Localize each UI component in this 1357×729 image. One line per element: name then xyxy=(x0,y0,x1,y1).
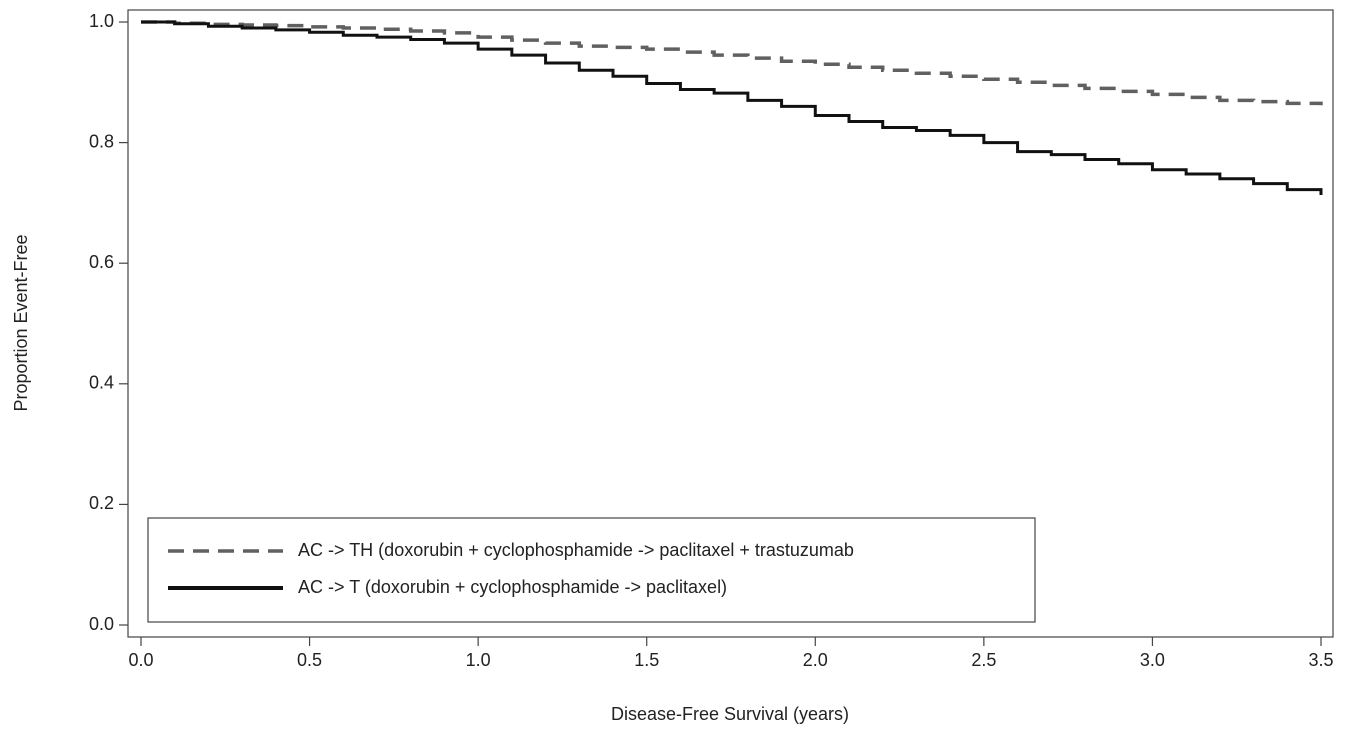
survival-curve xyxy=(141,20,1323,106)
x-tick-label: 1.0 xyxy=(466,650,491,670)
x-tick-label: 3.0 xyxy=(1140,650,1165,670)
legend-box xyxy=(147,517,1036,623)
y-tick-label: 1.0 xyxy=(89,11,114,31)
y-tick-label: 0.8 xyxy=(89,131,114,151)
y-axis-label: Proportion Event-Free xyxy=(11,234,31,411)
x-tick-label: 1.5 xyxy=(634,650,659,670)
y-tick-label: 0.0 xyxy=(89,614,114,634)
legend-label: AC -> TH (doxorubin + cyclophosphamide -… xyxy=(298,540,854,560)
survival-curve xyxy=(141,20,1323,196)
x-tick-label: 3.5 xyxy=(1308,650,1333,670)
x-tick-label: 0.5 xyxy=(297,650,322,670)
x-tick-label: 2.5 xyxy=(971,650,996,670)
y-tick-label: 0.2 xyxy=(89,493,114,513)
x-tick-label: 2.0 xyxy=(803,650,828,670)
y-tick-label: 0.4 xyxy=(89,373,114,393)
plot-frame xyxy=(127,9,1334,638)
x-tick-label: 0.0 xyxy=(128,650,153,670)
x-axis-label: Disease-Free Survival (years) xyxy=(611,704,849,724)
y-tick-label: 0.6 xyxy=(89,252,114,272)
legend-label: AC -> T (doxorubin + cyclophosphamide ->… xyxy=(298,577,727,597)
